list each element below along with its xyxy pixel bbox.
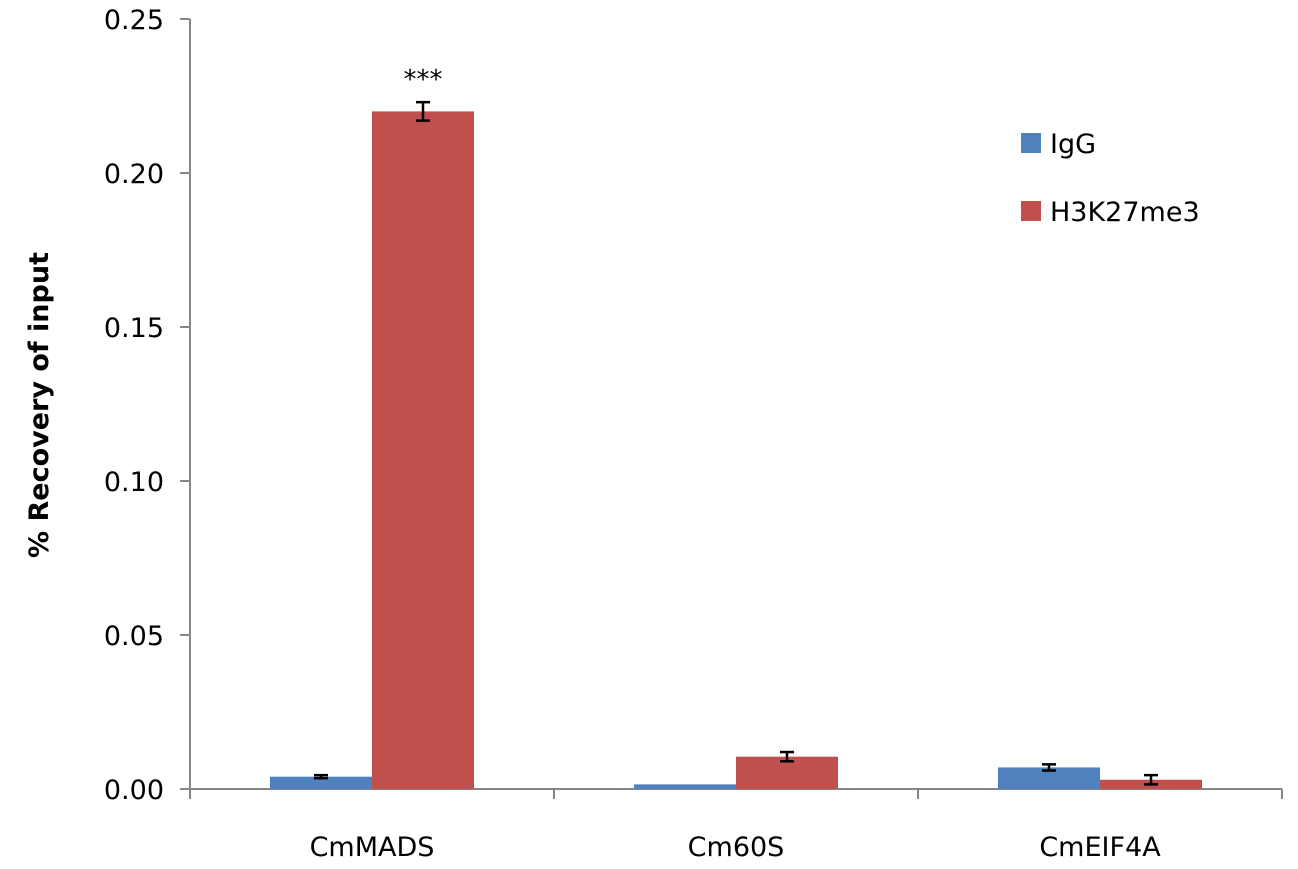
legend-swatch-igg [1021,133,1041,153]
y-tick-label: 0.15 [104,313,164,344]
axes: 0.00 0.05 0.10 0.15 0.20 0.25 CmMADS Cm60S CmEIF… [104,5,1283,863]
bar-igg-cmmads [270,776,372,789]
legend: IgG H3K27me3 [1021,129,1200,228]
annotations: *** [404,65,443,95]
y-tick-label: 0.20 [104,159,164,190]
category-label: CmMADS [310,832,435,863]
legend-label-igg: IgG [1050,129,1096,160]
bar-igg-cm60s [634,784,736,789]
category-label: Cm60S [688,832,785,863]
y-tick-label: 0.10 [104,467,164,498]
y-tick-label: 0.25 [104,5,164,36]
y-axis-title: % Recovery of input [24,252,55,558]
category-label: CmEIF4A [1039,832,1161,863]
y-tick-label: 0.05 [104,621,164,652]
bar-h3k27me3-cmmads [372,111,474,789]
error-bars [314,100,1158,786]
y-tick-label: 0.00 [104,775,164,806]
bar-igg-cmeif4a [998,767,1100,789]
legend-label-h3k27me3: H3K27me3 [1050,197,1200,228]
significance-annotation: *** [404,65,443,95]
legend-swatch-h3k27me3 [1021,201,1041,221]
